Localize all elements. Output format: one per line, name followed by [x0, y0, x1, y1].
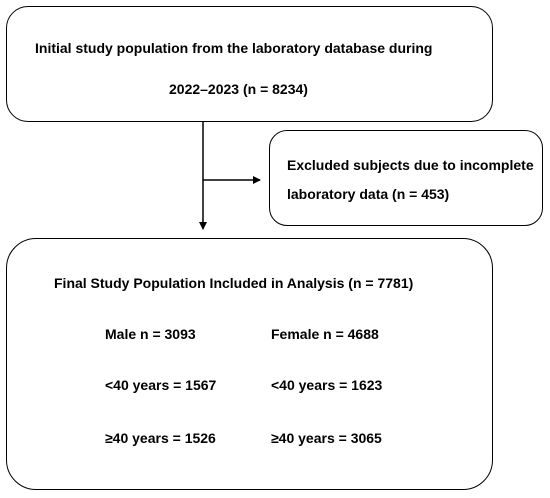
- male-under-40: <40 years = 1567: [105, 377, 217, 393]
- female-under-40: <40 years = 1623: [271, 377, 383, 393]
- excluded-subjects-line1: Excluded subjects due to incomplete: [287, 157, 534, 173]
- male-total: Male n = 3093: [105, 326, 196, 342]
- excluded-subjects-line2: laboratory data (n = 453): [287, 186, 450, 202]
- initial-population-line2: 2022–2023 (n = 8234): [169, 81, 308, 97]
- initial-population-box: Initial study population from the labora…: [6, 6, 493, 122]
- female-40-and-over: ≥40 years = 3065: [271, 430, 382, 446]
- final-population-box: Final Study Population Included in Analy…: [6, 238, 493, 490]
- excluded-subjects-box: Excluded subjects due to incomplete labo…: [269, 130, 543, 226]
- male-40-and-over: ≥40 years = 1526: [105, 430, 216, 446]
- initial-population-line1: Initial study population from the labora…: [35, 40, 433, 56]
- final-population-title: Final Study Population Included in Analy…: [54, 275, 414, 291]
- female-total: Female n = 4688: [271, 326, 379, 342]
